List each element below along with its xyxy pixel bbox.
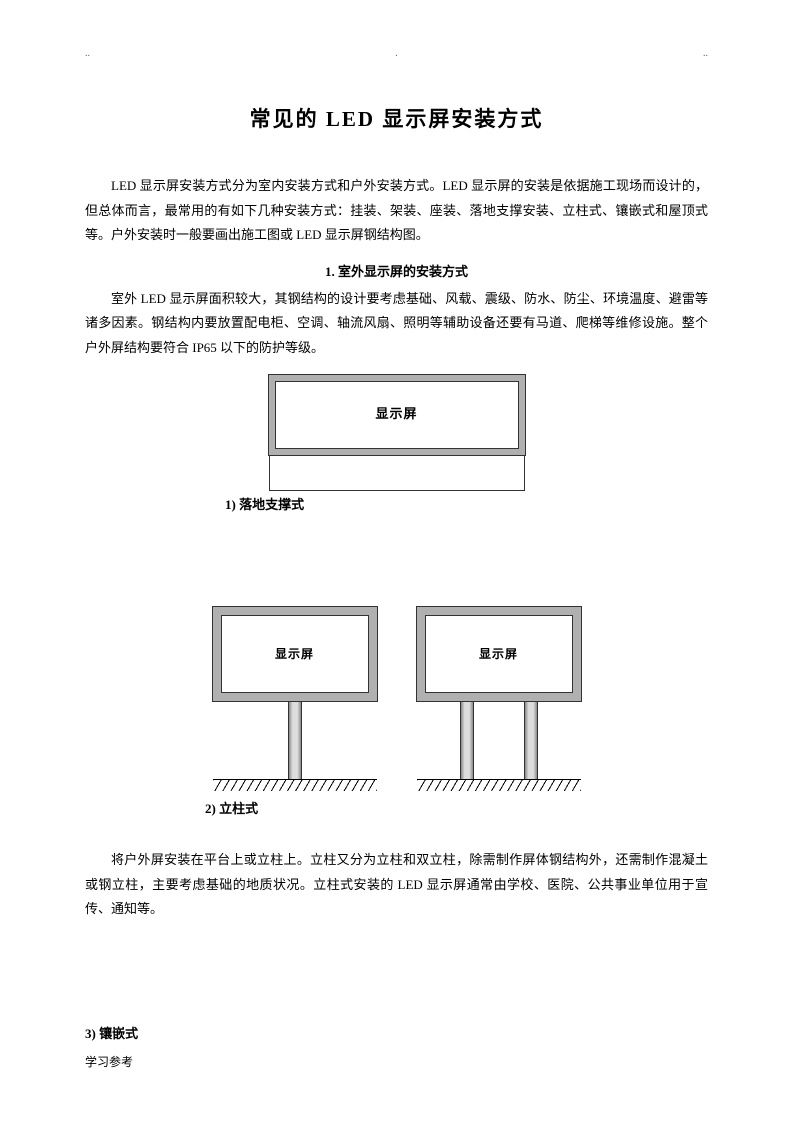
section1-heading: 1. 室外显示屏的安装方式 <box>85 260 708 285</box>
figure2-row: 显示屏 显示屏 <box>85 607 708 791</box>
double-pole-wrap <box>460 701 538 779</box>
dot-mid: . <box>395 44 398 63</box>
pillar-double-unit: 显示屏 <box>417 607 581 791</box>
page-title: 常见的 LED 显示屏安装方式 <box>85 100 708 140</box>
header-dots: .. . .. <box>85 44 708 63</box>
figure1-wrap: 显示屏 <box>85 375 708 491</box>
fig1-screen-frame: 显示屏 <box>269 375 525 455</box>
fig2-caption: 2) 立柱式 <box>205 797 708 822</box>
section1-paragraph: 室外 LED 显示屏面积较大，其钢结构的设计要考虑基础、风载、震级、防水、防尘、… <box>85 287 708 361</box>
dot-right: .. <box>703 44 708 63</box>
pillar-single-unit: 显示屏 <box>213 607 377 791</box>
intro-paragraph: LED 显示屏安装方式分为室内安装方式和户外安装方式。LED 显示屏的安装是依据… <box>85 174 708 248</box>
ground-double <box>417 779 581 791</box>
single-pole <box>288 701 302 779</box>
ground-single <box>213 779 377 791</box>
subsection3-heading: 3) 镶嵌式 <box>85 1022 708 1047</box>
paragraph-after-fig2: 将户外屏安装在平台上或立柱上。立柱又分为立柱和双立柱，除需制作屏体钢结构外，还需… <box>85 848 708 922</box>
double-pole-right <box>524 701 538 779</box>
fig1-screen-label: 显示屏 <box>375 402 417 427</box>
footer-text: 学习参考 <box>85 1051 133 1074</box>
pillar-single-screen: 显示屏 <box>213 607 377 701</box>
double-pole-left <box>460 701 474 779</box>
pillar-single-label: 显示屏 <box>275 643 314 666</box>
pillar-double-screen: 显示屏 <box>417 607 581 701</box>
fig1-caption: 1) 落地支撑式 <box>225 493 708 518</box>
dot-left: .. <box>85 44 90 63</box>
fig1-base <box>269 455 525 491</box>
pillar-double-label: 显示屏 <box>479 643 518 666</box>
figure1: 显示屏 <box>269 375 525 491</box>
